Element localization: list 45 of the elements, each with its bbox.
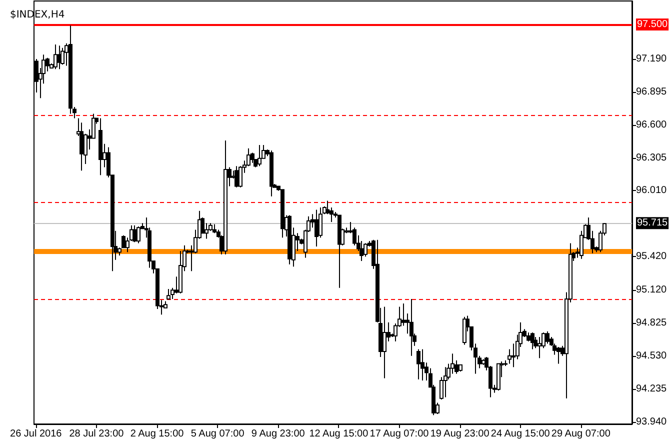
candlestick bbox=[234, 166, 238, 188]
y-tick-label: 96.305 bbox=[636, 152, 668, 164]
ref-line-label: 95.715 bbox=[637, 218, 668, 229]
candlestick bbox=[54, 44, 58, 70]
y-tick-label: 94.530 bbox=[636, 350, 668, 362]
candlestick bbox=[556, 346, 560, 364]
candlestick bbox=[250, 152, 254, 164]
y-tick-label: 94.825 bbox=[636, 317, 668, 328]
candlestick bbox=[538, 336, 542, 359]
y-tick-label: 95.120 bbox=[636, 284, 668, 296]
ref-line-label: 97.500 bbox=[637, 18, 668, 30]
candlestick bbox=[258, 144, 262, 167]
y-tick-label: 96.600 bbox=[636, 119, 668, 130]
x-tick-label: 19 Aug 23:00 bbox=[430, 428, 490, 440]
x-tick-label: 9 Aug 23:00 bbox=[251, 428, 306, 440]
x-tick-label: 29 Aug 07:00 bbox=[551, 428, 611, 440]
x-tick-label: 17 Aug 07:00 bbox=[370, 428, 430, 440]
x-tick-label: 28 Jul 23:00 bbox=[69, 428, 124, 440]
candlestick bbox=[364, 242, 368, 258]
y-tick-label: 96.010 bbox=[636, 185, 668, 196]
candlestick bbox=[136, 226, 140, 244]
y-tick-label: 94.235 bbox=[636, 383, 668, 394]
x-tick-label: 5 Aug 07:00 bbox=[190, 428, 245, 440]
candlestick bbox=[462, 316, 466, 346]
candlestick bbox=[444, 366, 448, 398]
x-tick-label: 24 Aug 15:00 bbox=[490, 428, 550, 440]
candlestick bbox=[420, 348, 424, 381]
x-tick-label: 2 Aug 15:00 bbox=[130, 428, 184, 440]
candlestick bbox=[166, 288, 170, 300]
y-tick-label: 97.190 bbox=[636, 54, 668, 65]
candlestick bbox=[416, 348, 420, 380]
candlestick bbox=[410, 298, 414, 356]
x-tick-label: 12 Aug 15:00 bbox=[309, 428, 369, 440]
candlestick bbox=[546, 330, 550, 344]
x-tick-label: 26 Jul 2016 bbox=[10, 428, 62, 440]
candlestick bbox=[132, 224, 136, 243]
y-tick-label: 96.895 bbox=[636, 86, 668, 98]
candlestick bbox=[530, 332, 534, 350]
candlestick bbox=[80, 122, 84, 172]
candlestick bbox=[382, 306, 386, 379]
candlestick bbox=[314, 209, 318, 248]
candlestick bbox=[402, 302, 406, 326]
candlestick bbox=[60, 47, 64, 66]
y-tick-label: 93.940 bbox=[636, 416, 668, 428]
y-tick-label: 95.420 bbox=[636, 251, 668, 262]
